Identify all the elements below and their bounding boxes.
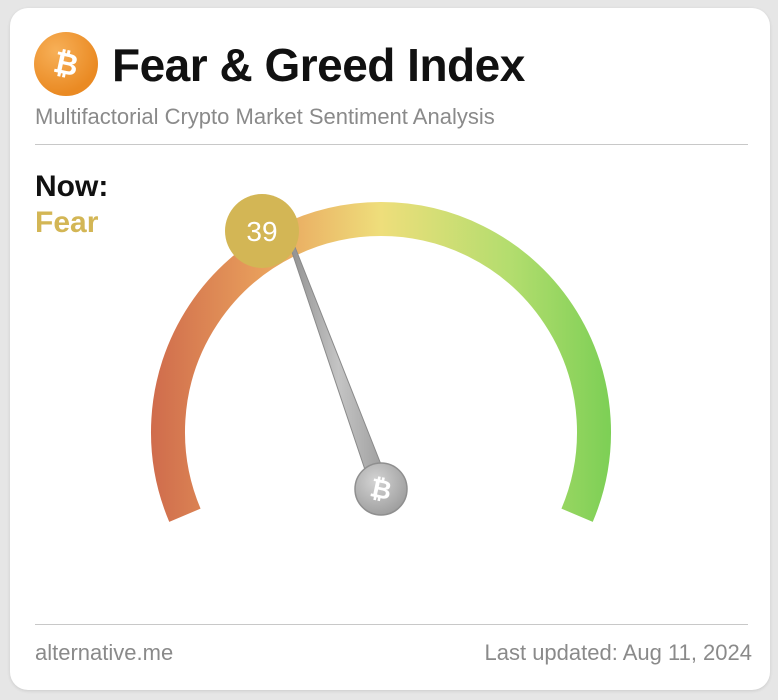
source-link[interactable]: alternative.me (35, 640, 174, 665)
sentiment-classification: Fear (35, 206, 99, 239)
last-updated: Last updated: Aug 11, 2024 (484, 640, 753, 665)
divider (35, 624, 748, 625)
gauge-hub-bitcoin-icon: ₿ (354, 462, 408, 516)
bitcoin-logo-icon: ₿ (34, 32, 98, 96)
value-badge: 39 (225, 194, 299, 268)
divider (35, 144, 748, 145)
gauge-needle (286, 236, 391, 493)
fear-greed-card (10, 8, 770, 690)
page-subtitle: Multifactorial Crypto Market Sentiment A… (35, 104, 495, 129)
now-label: Now: (35, 170, 109, 203)
index-value: 39 (246, 216, 277, 247)
gauge-arc (151, 202, 611, 522)
page-title: Fear & Greed Index (112, 39, 525, 91)
